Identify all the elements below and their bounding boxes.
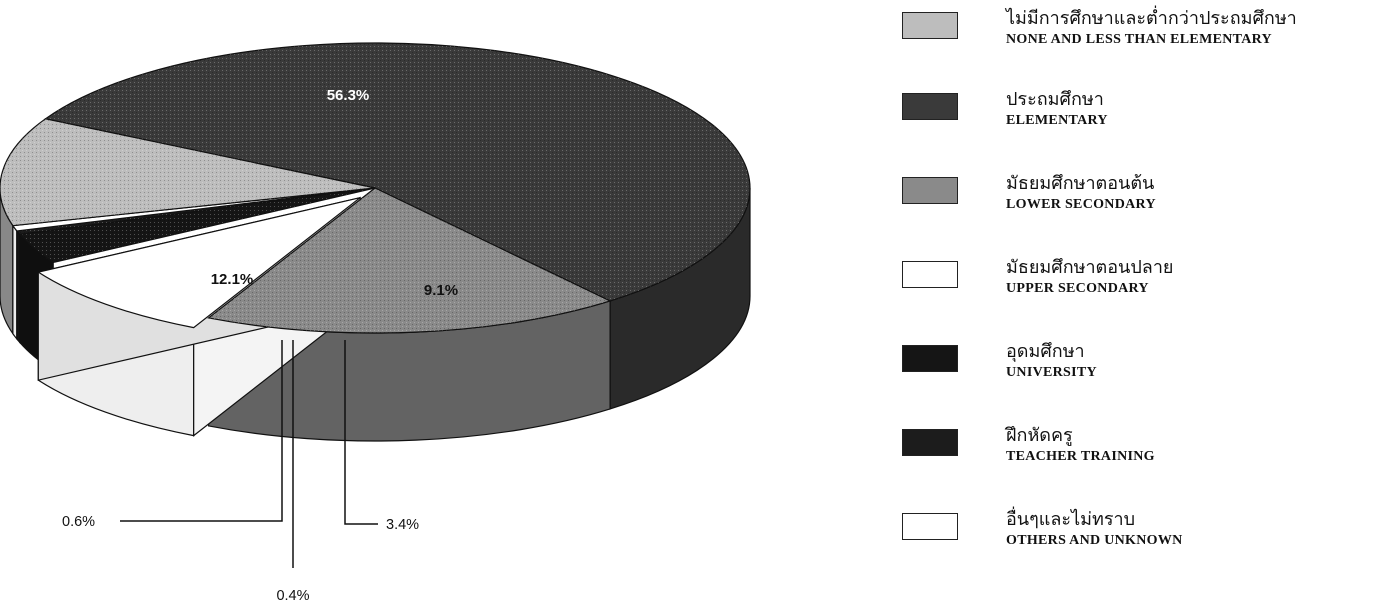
slice-label-none-and-less-than-elementary: 12.1% xyxy=(211,271,254,288)
legend-item-none-and-less-than-elementary: ไม่มีการศึกษาและต่ำกว่าประถมศึกษา NONE AN… xyxy=(900,3,1370,53)
legend-swatch xyxy=(902,93,958,120)
slice-label-upper-secondary: 9.1% xyxy=(424,282,458,299)
legend-swatch xyxy=(902,345,958,372)
legend-label-thai: มัธยมศึกษาตอนต้น xyxy=(1006,173,1155,194)
pie-3d xyxy=(0,42,751,442)
legend-label-english: NONE AND LESS THAN ELEMENTARY xyxy=(1006,32,1272,47)
pie-labels: 12.1% 56.3% 9.1% 0.6% 3.4% 0.4% xyxy=(62,87,458,604)
legend-item-others-and-unknown: อื่นๆและไม่ทราบ OTHERS AND UNKNOWN xyxy=(900,504,1370,554)
legend-label-english: ELEMENTARY xyxy=(1006,113,1108,128)
legend-swatch xyxy=(902,177,958,204)
legend-label-thai: มัธยมศึกษาตอนปลาย xyxy=(1006,257,1174,278)
legend-label-thai: อุดมศึกษา xyxy=(1006,341,1085,362)
leader-line-university xyxy=(344,340,378,525)
legend-label-english: LOWER SECONDARY xyxy=(1006,197,1156,212)
legend-item-lower-secondary: มัธยมศึกษาตอนต้น LOWER SECONDARY xyxy=(900,168,1370,218)
pie-slice-texture xyxy=(208,188,611,333)
legend-label-thai: ฝึกหัดครู xyxy=(1006,425,1073,446)
pie-slice-upper-secondary xyxy=(36,197,361,329)
legend-label-english: UPPER SECONDARY xyxy=(1006,281,1149,296)
legend-swatch xyxy=(902,12,958,39)
legend-item-teacher-training: ฝึกหัดครู TEACHER TRAINING xyxy=(900,420,1370,470)
slice-label-others-and-unknown: 0.6% xyxy=(62,514,95,530)
legend-label-english: OTHERS AND UNKNOWN xyxy=(1006,533,1183,548)
slice-label-university: 3.4% xyxy=(386,517,419,533)
legend-label-thai: อื่นๆและไม่ทราบ xyxy=(1006,509,1136,530)
pie-slice-texture xyxy=(16,188,375,235)
legend-swatch xyxy=(902,261,958,288)
legend-item-elementary: ประถมศึกษา ELEMENTARY xyxy=(900,84,1370,134)
legend-label-english: TEACHER TRAINING xyxy=(1006,449,1155,464)
legend-item-university: อุดมศึกษา UNIVERSITY xyxy=(900,336,1370,386)
pie-slice-texture xyxy=(19,188,376,263)
pie-chart: 12.1% 56.3% 9.1% 0.6% 3.4% 0.4% xyxy=(0,42,751,604)
legend-swatch xyxy=(902,513,958,540)
legend-swatch xyxy=(902,429,958,456)
pie-slice-texture xyxy=(0,118,375,226)
legend-label-english: UNIVERSITY xyxy=(1006,365,1097,380)
slice-label-teacher-training: 0.4% xyxy=(276,588,309,604)
legend-label-thai: ไม่มีการศึกษาและต่ำกว่าประถมศึกษา xyxy=(1006,8,1297,29)
legend-item-upper-secondary: มัธยมศึกษาตอนปลาย UPPER SECONDARY xyxy=(900,252,1370,302)
slice-label-elementary: 56.3% xyxy=(327,87,370,104)
leader-line-others-and-unknown xyxy=(120,340,283,522)
legend-label-thai: ประถมศึกษา xyxy=(1006,89,1104,110)
legend: ไม่มีการศึกษาและต่ำกว่าประถมศึกษา NONE AN… xyxy=(900,0,1370,604)
pie-slice-texture xyxy=(45,43,750,301)
